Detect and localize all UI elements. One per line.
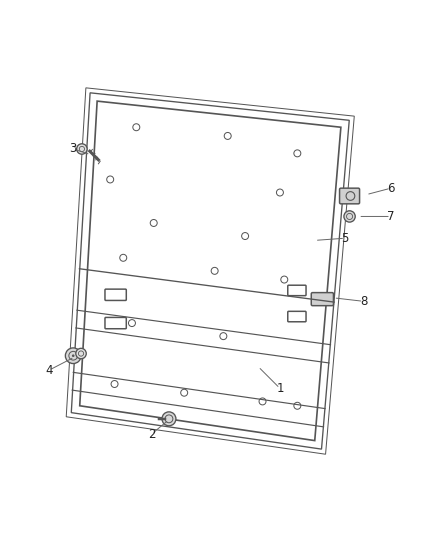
Circle shape (344, 211, 355, 222)
Text: 4: 4 (46, 364, 53, 377)
Text: 1: 1 (276, 382, 284, 395)
Circle shape (65, 348, 81, 364)
Text: 8: 8 (360, 295, 367, 308)
Circle shape (72, 354, 74, 357)
Text: 5: 5 (342, 232, 349, 245)
Circle shape (76, 349, 86, 359)
FancyBboxPatch shape (339, 188, 360, 204)
Text: 3: 3 (70, 142, 77, 156)
Circle shape (162, 412, 176, 426)
Text: 6: 6 (387, 182, 395, 195)
Text: 7: 7 (387, 210, 395, 223)
Text: 2: 2 (148, 427, 155, 441)
Circle shape (77, 144, 87, 154)
FancyBboxPatch shape (311, 293, 333, 305)
